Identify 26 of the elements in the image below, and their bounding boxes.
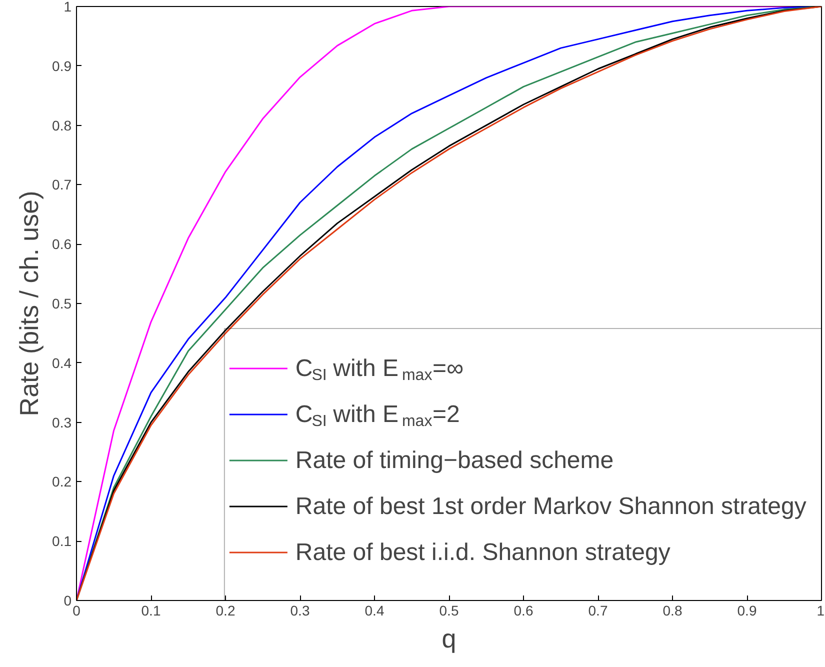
- y-tick-label: 0.7: [52, 176, 72, 193]
- y-tick-label: 0.9: [52, 58, 72, 74]
- x-tick-label: 0.1: [141, 602, 161, 618]
- y-axis-title: Rate (bits / ch. use): [14, 190, 44, 416]
- y-tick-label: 0.4: [52, 354, 72, 371]
- y-tick-label: 0.3: [52, 414, 72, 430]
- y-tick-label: 1: [64, 0, 72, 14]
- legend-label: Rate of best i.i.d. Shannon strategy: [295, 539, 670, 566]
- y-tick-label: 0.2: [52, 474, 72, 490]
- x-tick-label: 0.7: [588, 602, 608, 618]
- x-tick-label: 0.8: [662, 602, 682, 618]
- x-tick-label: 0.5: [439, 602, 459, 618]
- x-axis-title: q: [442, 624, 456, 654]
- x-tick-label: 0.3: [290, 602, 310, 618]
- x-tick-label: 1: [816, 602, 825, 618]
- legend-label: Rate of timing−based scheme: [295, 447, 614, 474]
- x-tick-label: 0.4: [364, 602, 384, 618]
- legend-label: Rate of best 1st order Markov Shannon strategy: [295, 493, 806, 520]
- y-tick-label: 0.8: [52, 117, 72, 134]
- x-tick-label: 0.2: [216, 602, 236, 618]
- y-tick-label: 0: [64, 592, 72, 608]
- y-tick-label: 0.6: [52, 236, 72, 252]
- y-tick-label: 0.1: [52, 533, 72, 550]
- y-tick-label: 0.5: [52, 296, 72, 312]
- x-tick-label: 0.6: [514, 602, 534, 618]
- x-tick-label: 0.9: [737, 602, 757, 618]
